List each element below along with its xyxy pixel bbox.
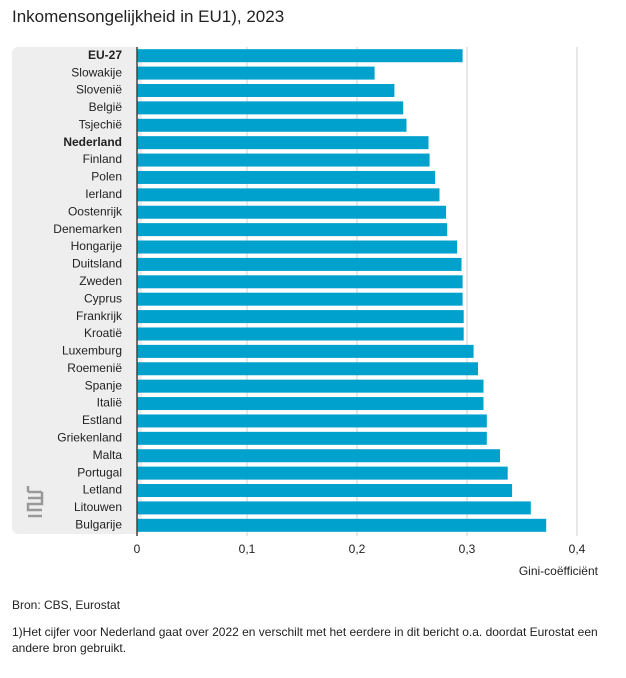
- y-tick-label: Bulgarije: [75, 517, 122, 531]
- y-tick-label: Roemenië: [67, 361, 122, 375]
- y-tick-label: Tsjechië: [79, 117, 123, 131]
- y-tick-label: Ierland: [85, 187, 122, 201]
- x-tick-label: 0: [134, 542, 141, 556]
- y-tick-label: Zweden: [79, 274, 122, 288]
- x-tick-label: 0,3: [459, 542, 476, 556]
- bar: [137, 223, 448, 237]
- y-tick-label: Malta: [93, 448, 123, 462]
- y-tick-label: België: [89, 100, 123, 114]
- bar: [137, 275, 463, 289]
- x-tick-label: 0,1: [239, 542, 256, 556]
- label-background: [12, 47, 142, 534]
- y-tick-label: Italië: [97, 396, 123, 410]
- bar: [137, 170, 436, 184]
- bar: [137, 379, 484, 393]
- bar: [137, 344, 474, 358]
- chart-title: Inkomensongelijkheid in EU1), 2023: [12, 7, 285, 26]
- y-tick-label: Letland: [83, 483, 122, 497]
- bar: [137, 205, 447, 219]
- y-tick-label: Nederland: [63, 135, 122, 149]
- y-tick-label: Duitsland: [72, 257, 122, 271]
- bar: [137, 83, 395, 97]
- y-tick-label: Hongarije: [71, 239, 123, 253]
- y-tick-label: Polen: [91, 170, 122, 184]
- x-tick-label: 0,4: [569, 542, 586, 556]
- bar: [137, 431, 487, 445]
- y-tick-label: Griekenland: [57, 431, 122, 445]
- x-axis-label: Gini-coëfficiënt: [519, 564, 599, 578]
- bar: [137, 310, 464, 324]
- chart: 0 0,1 0,2 0,3 0,4 Gini-coëfficiënt EU-27 Slowak…: [12, 47, 599, 578]
- y-tick-label: Slovenië: [76, 83, 122, 97]
- footnote: 1)Het cijfer voor Nederland gaat over 20…: [12, 625, 598, 655]
- bar: [137, 153, 430, 167]
- x-tick-label: 0,2: [349, 542, 366, 556]
- y-tick-label: Portugal: [77, 465, 122, 479]
- logo: [26, 486, 44, 518]
- bar: [137, 66, 375, 80]
- bar: [137, 397, 484, 411]
- y-tick-label: Finland: [83, 152, 122, 166]
- y-tick-label: Spanje: [85, 378, 123, 392]
- bar: [137, 414, 487, 428]
- bar: [137, 257, 462, 271]
- y-tick-label: Cyprus: [84, 291, 122, 305]
- bar: [137, 292, 463, 306]
- bar: [137, 188, 440, 202]
- y-tick-label: Litouwen: [74, 500, 122, 514]
- bar: [137, 518, 547, 532]
- y-tick-label: Oostenrijk: [68, 204, 123, 218]
- bar: [137, 501, 531, 515]
- bar: [137, 118, 407, 132]
- bar: [137, 327, 464, 341]
- y-tick-label: Denemarken: [53, 222, 122, 236]
- source: Bron: CBS, Eurostat: [12, 598, 121, 612]
- y-tick-label: Kroatië: [84, 326, 122, 340]
- bar: [137, 484, 513, 498]
- y-tick-label: Frankrijk: [76, 309, 123, 323]
- bar: [137, 136, 429, 150]
- bar: [137, 49, 463, 63]
- y-tick-label: Slowakije: [71, 65, 122, 79]
- y-tick-label: EU-27: [88, 48, 122, 62]
- bar: [137, 240, 458, 254]
- y-tick-label: Luxemburg: [62, 344, 122, 358]
- y-tick-label: Estland: [82, 413, 122, 427]
- bar: [137, 466, 508, 480]
- bar: [137, 101, 404, 115]
- bar: [137, 449, 500, 463]
- bar: [137, 362, 478, 376]
